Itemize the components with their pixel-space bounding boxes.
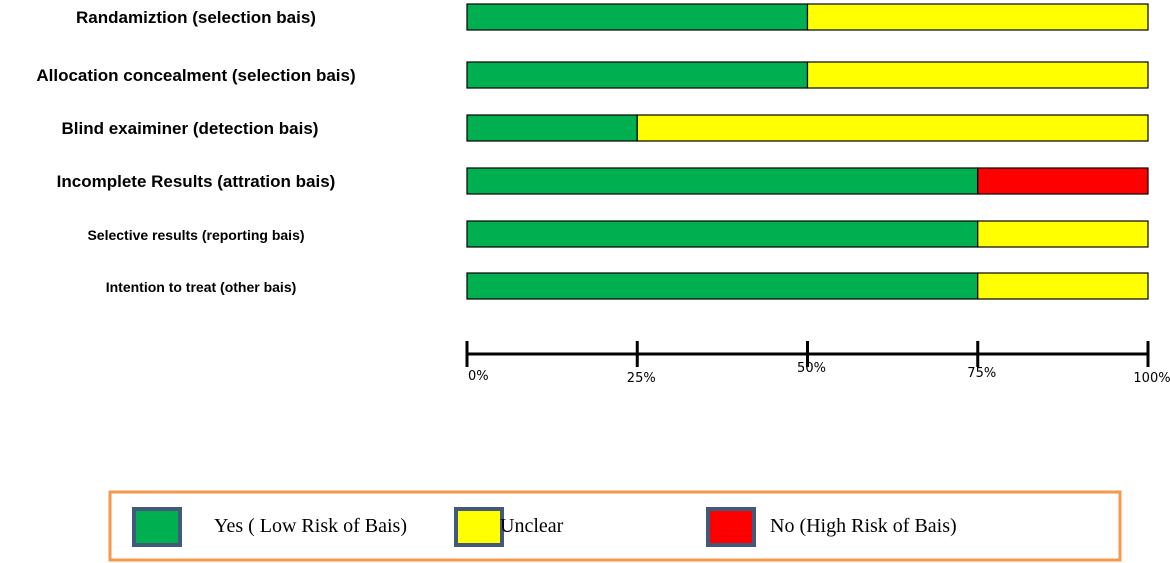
- bar-segment-low-risk: [466, 3, 809, 31]
- bar-segment-low-risk: [466, 61, 809, 89]
- bars-group: Randamiztion (selection bais) Allocation …: [36, 3, 1149, 300]
- category-label: Intention to treat (other bais): [106, 279, 297, 295]
- x-tick-label: 0%: [468, 369, 489, 384]
- legend-border: [108, 490, 1122, 562]
- category-label: Blind exaiminer (detection bais): [62, 119, 319, 138]
- bar-segment-unclear: [977, 220, 1149, 248]
- legend-label: No (High Risk of Bais): [770, 515, 957, 537]
- x-tick-label: 50%: [797, 361, 826, 376]
- legend-label: Yes ( Low Risk of Bais): [214, 515, 407, 537]
- legend: Yes ( Low Risk of Bais) Unclear No (High R…: [108, 490, 1122, 562]
- bar-segment-low-risk: [466, 272, 979, 300]
- x-tick-label: 25%: [627, 371, 656, 386]
- x-tick-label: 100%: [1133, 371, 1170, 386]
- x-tick-label: 75%: [967, 366, 996, 381]
- x-axis: 0% 25% 50% 75% 100%: [465, 341, 1170, 386]
- category-label: Randamiztion (selection bais): [76, 8, 316, 27]
- bar-segment-unclear: [806, 61, 1149, 89]
- legend-swatch: [132, 507, 182, 547]
- bar-segment-high-risk: [977, 167, 1149, 195]
- category-label: Allocation concealment (selection bais): [36, 66, 355, 85]
- bar-segment-low-risk: [466, 220, 979, 248]
- bar-segment-low-risk: [466, 167, 979, 195]
- category-label: Selective results (reporting bais): [87, 227, 304, 243]
- legend-swatch: [706, 507, 756, 547]
- legend-label: Unclear: [500, 515, 564, 537]
- bar-segment-low-risk: [466, 114, 638, 142]
- legend-swatch: [454, 507, 504, 547]
- bar-segment-unclear: [636, 114, 1149, 142]
- bar-segment-unclear: [977, 272, 1149, 300]
- bar-segment-unclear: [806, 3, 1149, 31]
- category-label: Incomplete Results (attration bais): [57, 172, 336, 191]
